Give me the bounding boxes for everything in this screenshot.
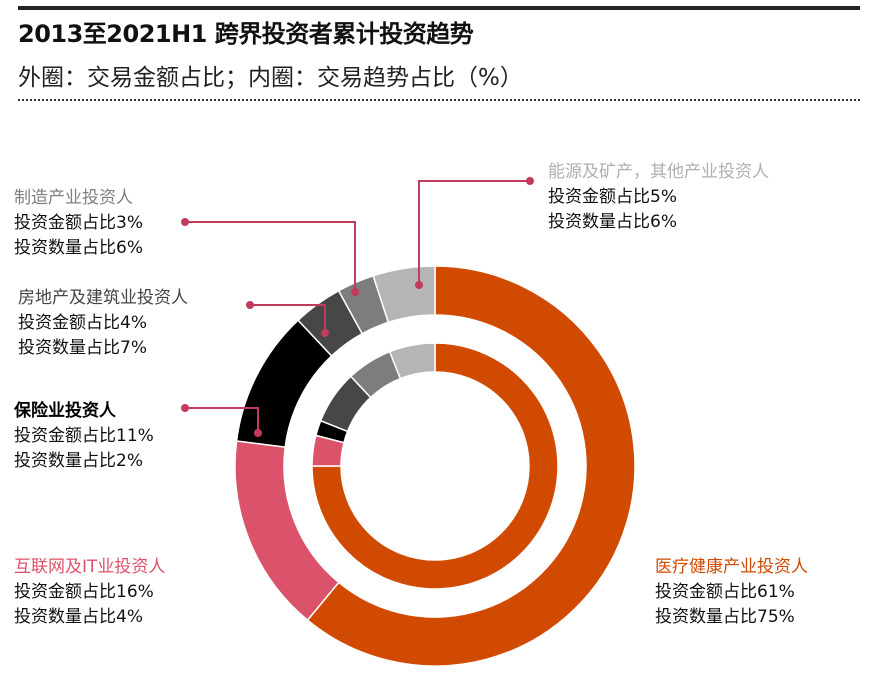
top-rule bbox=[18, 6, 860, 10]
label-title: 能源及矿产，其他产业投资人 bbox=[548, 162, 769, 182]
leader-line-energy bbox=[418, 180, 530, 285]
label-internet: 互联网及IT业投资人 投资金额占比16% 投资数量占比4% bbox=[14, 555, 165, 630]
leader-dot-insurance bbox=[181, 404, 189, 412]
chart-title: 2013至2021H1 跨界投资者累计投资趋势 bbox=[18, 20, 474, 48]
leader-dot-manufacturing bbox=[351, 288, 359, 296]
label-amount: 投资金额占比11% bbox=[14, 426, 154, 446]
chart-subtitle: 外圈：交易金额占比；内圈：交易趋势占比（%） bbox=[18, 65, 523, 91]
leader-dot-manufacturing bbox=[181, 218, 189, 226]
label-amount: 投资金额占比61% bbox=[655, 582, 795, 602]
dotted-divider bbox=[18, 99, 860, 101]
label-count: 投资数量占比4% bbox=[14, 607, 143, 627]
label-title: 保险业投资人 bbox=[14, 401, 116, 421]
leader-dot-realestate bbox=[321, 329, 329, 337]
leader-line-insurance bbox=[185, 407, 259, 433]
inner-slice-medical bbox=[311, 342, 559, 590]
label-amount: 投资金额占比16% bbox=[14, 582, 154, 602]
leader-dot-realestate bbox=[246, 301, 254, 309]
inner-slice-energy bbox=[388, 342, 436, 380]
leader-dot-energy bbox=[415, 281, 423, 289]
label-count: 投资数量占比6% bbox=[14, 238, 143, 258]
label-amount: 投资金额占比5% bbox=[548, 187, 677, 207]
label-realestate: 房地产及建筑业投资人 投资金额占比4% 投资数量占比7% bbox=[18, 286, 188, 361]
label-title: 互联网及IT业投资人 bbox=[14, 557, 166, 577]
label-count: 投资数量占比75% bbox=[655, 607, 795, 627]
label-amount: 投资金额占比4% bbox=[18, 313, 147, 333]
label-count: 投资数量占比2% bbox=[14, 451, 143, 471]
label-title: 医疗健康产业投资人 bbox=[655, 557, 808, 577]
label-amount: 投资金额占比3% bbox=[14, 213, 143, 233]
label-title: 制造产业投资人 bbox=[14, 188, 133, 208]
label-medical: 医疗健康产业投资人 投资金额占比61% 投资数量占比75% bbox=[655, 555, 808, 630]
label-insurance: 保险业投资人 投资金额占比11% 投资数量占比2% bbox=[14, 399, 154, 474]
label-title: 房地产及建筑业投资人 bbox=[18, 288, 188, 308]
leader-line-realestate bbox=[250, 304, 326, 333]
label-energy: 能源及矿产，其他产业投资人 投资金额占比5% 投资数量占比6% bbox=[548, 160, 769, 235]
leader-dot-energy bbox=[526, 177, 534, 185]
leader-dot-insurance bbox=[254, 429, 262, 437]
label-count: 投资数量占比6% bbox=[548, 212, 677, 232]
outer-slice-medical bbox=[306, 265, 636, 667]
label-manufacturing: 制造产业投资人 投资金额占比3% 投资数量占比6% bbox=[14, 186, 143, 261]
leader-line-manufacturing bbox=[185, 221, 356, 292]
label-count: 投资数量占比7% bbox=[18, 338, 147, 358]
